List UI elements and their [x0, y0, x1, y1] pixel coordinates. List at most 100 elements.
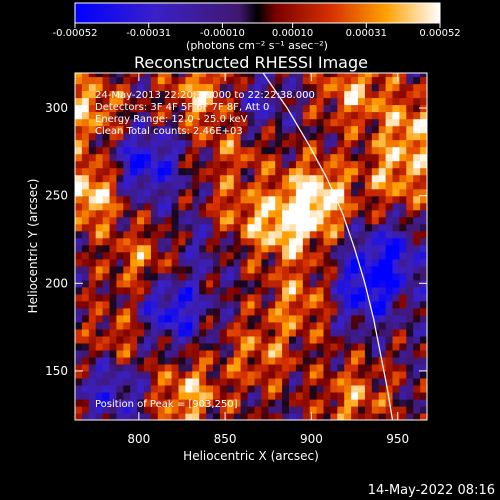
image-pixel: [289, 132, 297, 141]
image-pixel: [295, 111, 304, 120]
image-pixel: [192, 321, 200, 330]
image-pixel: [219, 139, 228, 148]
image-pixel: [185, 223, 193, 232]
image-pixel: [233, 384, 242, 393]
image-pixel: [95, 406, 104, 414]
image-pixel: [351, 181, 359, 190]
image-pixel: [344, 181, 352, 190]
image-pixel: [164, 104, 173, 113]
image-pixel: [413, 202, 421, 211]
image-pixel: [213, 181, 221, 190]
image-pixel: [323, 314, 331, 323]
image-pixel: [392, 293, 400, 302]
image-pixel: [192, 181, 200, 190]
image-pixel: [302, 265, 311, 274]
image-pixel: [150, 90, 159, 99]
image-pixel: [371, 118, 380, 127]
image-pixel: [81, 209, 90, 218]
image-pixel: [289, 223, 297, 232]
image-pixel: [213, 174, 221, 183]
image-pixel: [123, 321, 131, 330]
image-pixel: [240, 216, 249, 225]
image-pixel: [406, 300, 414, 309]
image-pixel: [185, 90, 193, 99]
image-pixel: [399, 195, 407, 204]
image-pixel: [95, 321, 104, 330]
image-pixel: [171, 83, 180, 92]
image-pixel: [213, 349, 221, 358]
image-pixel: [351, 279, 359, 288]
image-pixel: [254, 321, 262, 330]
image-pixel: [316, 279, 325, 288]
image-pixel: [109, 300, 117, 309]
image-pixel: [240, 406, 249, 414]
image-pixel: [233, 167, 242, 176]
image-pixel: [164, 392, 173, 400]
image-pixel: [420, 300, 427, 309]
image-pixel: [123, 370, 131, 379]
image-pixel: [295, 132, 304, 141]
image-pixel: [130, 125, 138, 134]
image-pixel: [392, 139, 400, 148]
image-pixel: [213, 399, 221, 407]
image-pixel: [275, 132, 283, 141]
image-pixel: [344, 342, 352, 351]
image-pixel: [254, 181, 262, 190]
image-pixel: [171, 195, 180, 204]
image-pixel: [150, 314, 159, 323]
image-pixel: [150, 328, 159, 337]
image-pixel: [323, 209, 331, 218]
image-pixel: [219, 314, 228, 323]
image-pixel: [282, 307, 290, 316]
image-pixel: [137, 349, 145, 358]
image-pixel: [144, 406, 152, 414]
image-pixel: [316, 258, 325, 267]
image-pixel: [378, 146, 387, 155]
image-pixel: [330, 111, 338, 120]
image-pixel: [137, 384, 145, 393]
image-pixel: [358, 111, 366, 120]
image-pixel: [219, 349, 228, 358]
image-pixel: [302, 104, 311, 113]
image-pixel: [199, 167, 207, 176]
image-pixel: [144, 125, 152, 134]
colorbar-tick-label: 0.00010: [272, 28, 313, 39]
image-pixel: [95, 202, 104, 211]
image-pixel: [213, 265, 221, 274]
image-pixel: [157, 125, 166, 134]
image-pixel: [364, 342, 373, 351]
image-pixel: [116, 104, 124, 113]
image-pixel: [240, 300, 249, 309]
image-pixel: [254, 251, 262, 260]
image-pixel: [261, 132, 269, 141]
image-pixel: [406, 251, 414, 260]
image-pixel: [275, 272, 283, 281]
image-pixel: [116, 251, 124, 260]
image-pixel: [295, 139, 304, 148]
image-pixel: [157, 279, 166, 288]
image-pixel: [185, 307, 193, 316]
image-pixel: [344, 384, 352, 393]
image-pixel: [116, 300, 124, 309]
image-pixel: [240, 349, 249, 358]
image-pixel: [371, 244, 380, 253]
image-pixel: [337, 237, 345, 246]
image-pixel: [323, 258, 331, 267]
image-pixel: [289, 104, 297, 113]
image-pixel: [420, 237, 427, 246]
image-pixel: [102, 216, 111, 225]
image-pixel: [254, 83, 262, 92]
image-pixel: [358, 307, 366, 316]
image-pixel: [323, 399, 331, 407]
image-pixel: [302, 279, 311, 288]
image-pixel: [364, 73, 373, 78]
image-pixel: [302, 132, 311, 141]
image-pixel: [399, 342, 407, 351]
image-pixel: [206, 83, 214, 92]
image-pixel: [385, 286, 394, 295]
image-pixel: [378, 216, 387, 225]
image-pixel: [219, 90, 228, 99]
image-pixel: [323, 132, 331, 141]
image-pixel: [420, 286, 427, 295]
image-pixel: [261, 195, 269, 204]
